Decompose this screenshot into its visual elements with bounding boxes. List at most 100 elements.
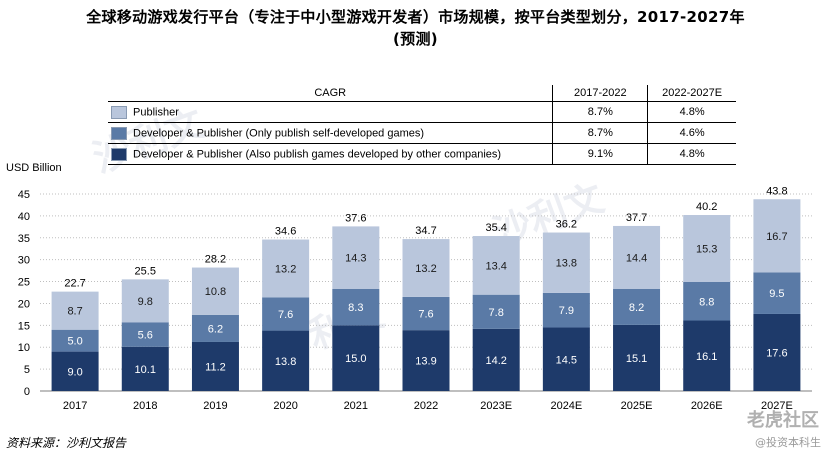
y-tick-label: 40 (18, 211, 30, 223)
bar-segment-dev-pub-other (402, 330, 450, 391)
data-label: 8.7 (67, 306, 82, 318)
legend-cagr-2: 4.8% (647, 101, 736, 123)
y-axis-label: USD Billion (6, 162, 62, 174)
data-label: 7.6 (278, 309, 293, 321)
bar-segment-dev-pub-other (332, 325, 380, 391)
community-logo: 老虎社区 (747, 410, 819, 431)
bar-segment-dev-pub-self (191, 314, 239, 342)
x-tick-label: 2022 (414, 400, 438, 412)
bar-segment-publisher (753, 199, 801, 273)
x-tick-label: 2026E (691, 400, 723, 412)
y-tick-label: 15 (18, 320, 30, 332)
bar-segment-dev-pub-self (121, 322, 169, 347)
data-label: 14.2 (485, 355, 506, 367)
total-label: 37.7 (626, 212, 647, 224)
data-label: 7.9 (559, 305, 574, 317)
x-tick-label: 2023E (480, 400, 512, 412)
author-handle: @投资本科生 (755, 436, 821, 449)
legend-row-publisher: Publisher 8.7% 4.8% (108, 101, 736, 123)
data-label: 13.9 (415, 356, 436, 368)
legend-swatch-dev-pub-other (111, 147, 127, 161)
bar-segment-dev-pub-other (472, 328, 520, 391)
bar-segment-dev-pub-self (683, 281, 731, 321)
data-label: 13.4 (485, 260, 506, 272)
x-tick-label: 2024E (550, 400, 582, 412)
legend-header-period-1: 2017-2022 (552, 85, 648, 102)
bar-segment-publisher (51, 291, 99, 330)
bar-segment-dev-pub-other (191, 341, 239, 391)
title-line-1: 全球移动游戏发行平台（专注于中小型游戏开发者）市场规模，按平台类型划分，2017… (86, 8, 745, 26)
y-tick-label: 30 (18, 255, 30, 267)
x-tick-label: 2018 (133, 400, 157, 412)
bar-segment-dev-pub-other (613, 324, 661, 391)
legend-row-dev-pub-other: Developer & Publisher (Also publish game… (108, 143, 736, 165)
bar-segment-dev-pub-self (613, 288, 661, 325)
bar-segment-dev-pub-self (402, 296, 450, 331)
bar-segment-dev-pub-self (753, 272, 801, 314)
total-label: 25.5 (135, 265, 156, 277)
bar-segment-publisher (542, 232, 590, 293)
bar-segment-dev-pub-other (51, 351, 99, 391)
legend-header-period-2: 2022-2027E (647, 85, 736, 102)
legend-label: Publisher (133, 105, 179, 118)
data-label: 13.8 (275, 356, 296, 368)
bar-segment-dev-pub-self (332, 288, 380, 326)
legend-cagr-2: 4.6% (647, 122, 736, 144)
bar-segment-dev-pub-self (262, 297, 310, 331)
total-label: 35.4 (485, 222, 506, 234)
y-tick-label: 35 (18, 233, 30, 245)
total-label: 34.6 (275, 226, 296, 238)
bar-segment-publisher (121, 279, 169, 323)
data-label: 7.8 (489, 307, 504, 319)
data-label: 14.4 (626, 252, 647, 264)
total-label: 40.2 (696, 201, 717, 213)
legend-table: CAGR 2017-2022 2022-2027E Publisher 8.7%… (108, 85, 736, 165)
data-label: 16.1 (696, 351, 717, 363)
data-label: 10.1 (135, 364, 156, 376)
legend-header-row: CAGR 2017-2022 2022-2027E (108, 85, 736, 102)
legend-cagr-1: 8.7% (552, 101, 648, 123)
chart-title: 全球移动游戏发行平台（专注于中小型游戏开发者）市场规模，按平台类型划分，2017… (0, 6, 831, 50)
y-tick-label: 5 (24, 364, 30, 376)
total-label: 28.2 (205, 254, 226, 266)
data-label: 14.3 (345, 253, 366, 265)
bar-segment-publisher (472, 236, 520, 295)
y-tick-label: 0 (24, 386, 30, 398)
total-label: 22.7 (64, 278, 85, 290)
data-label: 5.6 (138, 330, 153, 342)
data-label: 15.3 (696, 244, 717, 256)
data-label: 9.0 (67, 366, 82, 378)
data-label: 13.8 (556, 258, 577, 270)
bar-segment-dev-pub-self (472, 294, 520, 329)
total-label: 37.6 (345, 212, 366, 224)
bar-segment-dev-pub-other (753, 313, 801, 391)
legend-cagr-1: 9.1% (552, 143, 648, 165)
x-tick-label: 2017 (63, 400, 87, 412)
data-label: 8.3 (348, 302, 363, 314)
data-label: 14.5 (556, 354, 577, 366)
x-tick-label: 2021 (344, 400, 368, 412)
data-label: 6.2 (208, 323, 223, 335)
bar-segment-publisher (613, 225, 661, 289)
bar-segment-publisher (683, 215, 731, 282)
total-label: 43.8 (766, 185, 787, 197)
data-label: 9.8 (138, 296, 153, 308)
legend-cagr-1: 8.7% (552, 122, 648, 144)
bar-segment-dev-pub-other (542, 327, 590, 391)
x-tick-label: 2025E (621, 400, 653, 412)
legend-swatch-dev-pub-self (111, 126, 127, 140)
legend-header-label: CAGR (108, 85, 553, 102)
total-label: 36.2 (556, 219, 577, 231)
bar-segment-dev-pub-other (262, 330, 310, 391)
legend-row-dev-pub-self: Developer & Publisher (Only publish self… (108, 122, 736, 144)
y-tick-label: 25 (18, 277, 30, 289)
total-label: 34.7 (415, 225, 436, 237)
legend-label: Developer & Publisher (Only publish self… (133, 126, 425, 139)
x-tick-label: 2020 (273, 400, 297, 412)
bar-segment-publisher (262, 239, 310, 298)
data-label: 8.8 (699, 296, 714, 308)
bar-segment-dev-pub-self (51, 329, 99, 352)
data-label: 16.7 (766, 231, 787, 243)
data-label: 7.6 (418, 309, 433, 321)
